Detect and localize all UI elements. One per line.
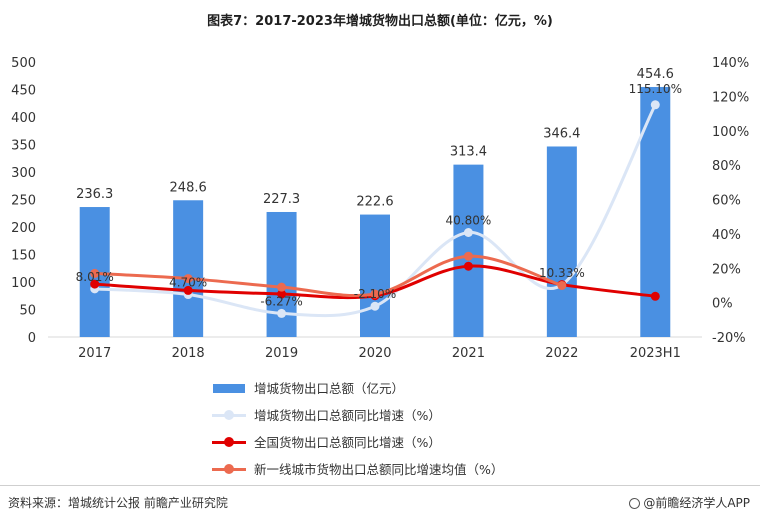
brand-text: @前瞻经济学人APP <box>643 496 750 510</box>
legend-label: 全国货物出口总额同比增速（%） <box>254 435 441 450</box>
legend-line-swatch <box>212 435 246 449</box>
line-point <box>650 100 660 110</box>
right-axis-tick-label: 140% <box>712 56 749 71</box>
growth-value-label: 8.01% <box>76 270 114 284</box>
growth-value-label: 4.70% <box>169 276 207 290</box>
line-point <box>463 251 473 261</box>
line-series-path <box>93 254 564 298</box>
right-axis-tick-label: 120% <box>712 90 749 105</box>
x-axis-tick-label: 2018 <box>172 346 205 361</box>
bar <box>173 200 204 337</box>
left-axis-tick-label: 200 <box>11 221 36 236</box>
line-point <box>183 285 193 295</box>
x-axis-tick-label: 2017 <box>78 346 111 361</box>
bar-series <box>79 86 671 337</box>
left-axis-tick-label: 500 <box>11 56 36 71</box>
right-axis-tick-label: -20% <box>712 331 746 346</box>
line-point <box>90 279 100 289</box>
growth-value-label: -2.10% <box>354 287 396 301</box>
bar-value-label: 222.6 <box>356 195 393 210</box>
left-axis-tick-label: 150 <box>11 249 36 264</box>
line-point <box>557 280 567 290</box>
bar-value-label: 248.6 <box>170 180 207 195</box>
line-point <box>183 274 193 284</box>
line-point <box>370 301 380 311</box>
legend-line-swatch <box>212 408 246 422</box>
line-point <box>90 268 100 278</box>
left-axis-tick-label: 400 <box>11 111 36 126</box>
right-y-axis: -20% 0% 20% 40% 60% 80% 100% 120% 140% <box>712 56 749 346</box>
brand-credit: @前瞻经济学人APP <box>629 494 750 511</box>
data-labels: 236.3 248.6 227.3 222.6 313.4 346.4 454.6 8.01%… <box>76 67 682 308</box>
x-axis-tick-label: 2020 <box>358 346 391 361</box>
bar-value-label: 346.4 <box>543 126 580 141</box>
growth-value-label: -6.27% <box>260 294 302 308</box>
legend-bar-swatch <box>212 381 246 395</box>
left-axis-tick-label: 100 <box>11 276 36 291</box>
x-axis-tick-label: 2021 <box>452 346 485 361</box>
left-axis-tick-label: 350 <box>11 139 36 154</box>
growth-value-label: 10.33% <box>539 266 585 280</box>
legend-item-national-growth: 全国货物出口总额同比增速（%） <box>212 428 503 455</box>
x-axis-tick-label: 2019 <box>265 346 298 361</box>
line-point <box>277 282 287 292</box>
chart-title: 图表7：2017-2023年增城货物出口总额(单位：亿元，%) <box>207 14 553 29</box>
line-point <box>370 289 380 299</box>
source-note: 资料来源：增城统计公报 前瞻产业研究院 <box>8 496 228 510</box>
line-series <box>90 100 660 318</box>
line-point <box>463 228 473 237</box>
brand-logo-icon <box>629 498 641 509</box>
line-point <box>650 291 660 301</box>
legend-item-zengcheng-growth: 增城货物出口总额同比增速（%） <box>212 401 503 428</box>
legend-label: 增城货物出口总额（亿元） <box>254 381 405 396</box>
legend-label: 新一线城市货物出口总额同比增速均值（%） <box>254 462 504 477</box>
x-axis-tick-label: 2022 <box>545 346 578 361</box>
bar-value-label: 236.3 <box>76 187 113 202</box>
footer-divider <box>0 485 760 486</box>
right-axis-tick-label: 100% <box>712 125 749 140</box>
right-axis-tick-label: 40% <box>712 228 741 243</box>
left-axis-tick-label: 250 <box>11 194 36 209</box>
growth-value-label: 40.80% <box>446 214 492 228</box>
growth-value-label: 115.10% <box>629 82 682 96</box>
bar <box>266 211 297 337</box>
left-y-axis: 0 50 100 150 200 250 300 350 400 450 500 <box>11 56 36 346</box>
legend-item-export-total: 增城货物出口总额（亿元） <box>212 374 503 401</box>
legend-label: 增城货物出口总额同比增速（%） <box>254 408 441 423</box>
bar <box>453 164 484 337</box>
bar-value-label: 313.4 <box>450 145 487 160</box>
right-axis-tick-label: 60% <box>712 194 741 209</box>
x-axis: 2017 2018 2019 2020 2021 2022 2023H1 <box>48 336 702 361</box>
left-axis-tick-label: 450 <box>11 84 36 99</box>
bar <box>360 214 390 337</box>
line-point <box>277 289 287 299</box>
right-axis-tick-label: 0% <box>712 297 733 312</box>
right-axis-tick-label: 20% <box>712 262 741 277</box>
legend: 增城货物出口总额（亿元） 增城货物出口总额同比增速（%） 全国货物出口总额同比增… <box>212 374 503 482</box>
left-axis-tick-label: 0 <box>28 331 36 346</box>
left-axis-tick-label: 50 <box>19 304 36 319</box>
line-point <box>277 308 287 318</box>
bar-value-label: 227.3 <box>263 192 300 207</box>
legend-line-swatch <box>212 462 246 476</box>
legend-item-newtier1-growth: 新一线城市货物出口总额同比增速均值（%） <box>212 455 503 482</box>
x-axis-tick-label: 2023H1 <box>630 346 681 361</box>
bar <box>546 146 577 337</box>
combo-chart: 0 50 100 150 200 250 300 350 400 450 500 -20% 0% 20%… <box>11 56 749 361</box>
bar-value-label: 454.6 <box>637 67 674 82</box>
line-point <box>463 261 473 271</box>
left-axis-tick-label: 300 <box>11 166 36 181</box>
right-axis-tick-label: 80% <box>712 159 741 174</box>
